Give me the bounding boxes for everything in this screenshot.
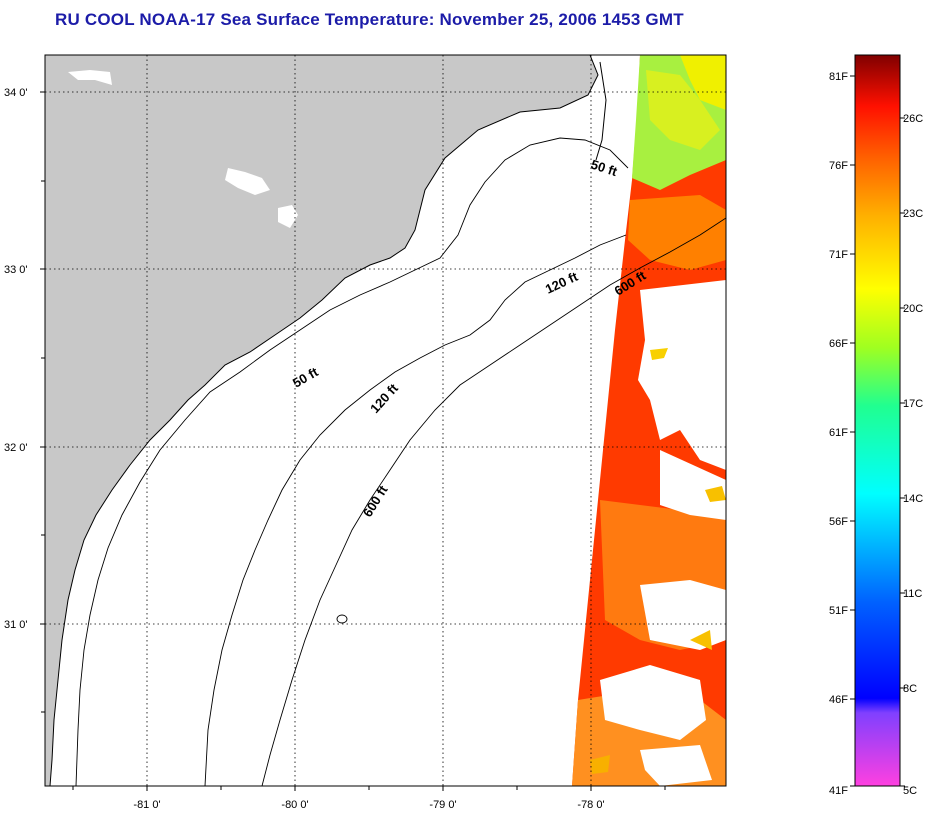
colorbar-c-label: 5C (903, 785, 917, 797)
cloud-mask (600, 665, 706, 740)
land-mass (45, 55, 599, 786)
sst-yellow-fleck (690, 630, 712, 650)
lat-label-33: 33 0' (4, 264, 28, 276)
cloud-mask (638, 280, 726, 470)
cloud-mask (660, 450, 726, 520)
colorbar (854, 54, 901, 787)
cloud-mask (640, 580, 726, 650)
inland-water-patch (278, 205, 298, 228)
seamount-contour (336, 614, 348, 624)
colorbar-f-label: 51F (829, 605, 848, 617)
sst-yellow-fleck (705, 486, 726, 502)
lon-label-81: -81 0' (133, 799, 160, 811)
lon-label-80: -80 0' (281, 799, 308, 811)
colorbar-f-label: 61F (829, 427, 848, 439)
colorbar-c-label: 11C (903, 588, 922, 600)
colorbar-f-label: 66F (829, 338, 848, 350)
colorbar-c-label: 23C (903, 208, 923, 220)
colorbar-c-label: 14C (903, 493, 923, 505)
contour-50ft (75, 137, 629, 786)
sst-yellow-band (680, 55, 726, 110)
colorbar-f-label: 81F (829, 71, 848, 83)
inland-water-patch (68, 70, 112, 85)
sst-yellowgreen-patch (646, 70, 720, 150)
lon-label-78: -78 0' (577, 799, 604, 811)
coastal-sound (595, 61, 607, 161)
colorbar-f-label: 56F (829, 516, 848, 528)
lat-label-31: 31 0' (4, 619, 28, 631)
lat-label-32: 32 0' (4, 442, 28, 454)
colorbar-f-label: 41F (829, 785, 848, 797)
inland-water-patch (225, 168, 270, 195)
lat-label-34: 34 0' (4, 87, 28, 99)
colorbar-f-label: 71F (829, 249, 848, 261)
cloud-mask (640, 745, 712, 786)
colorbar-f-label: 76F (829, 160, 848, 172)
colorbar-c-label: 17C (903, 398, 923, 410)
sst-orange-patch (628, 195, 726, 270)
lon-label-79: -79 0' (429, 799, 456, 811)
sst-yellow-fleck (650, 348, 668, 360)
map-title: RU COOL NOAA-17 Sea Surface Temperature:… (55, 10, 684, 29)
sst-yellow-fleck (590, 755, 610, 774)
colorbar-c-label: 20C (903, 303, 923, 315)
contour-120ft (204, 234, 627, 786)
colorbar-c-label: 8C (903, 683, 917, 695)
contour-600ft (261, 217, 726, 786)
colorbar-f-label: 46F (829, 694, 848, 706)
map-frame (44, 54, 727, 787)
colorbar-c-label: 26C (903, 113, 923, 125)
